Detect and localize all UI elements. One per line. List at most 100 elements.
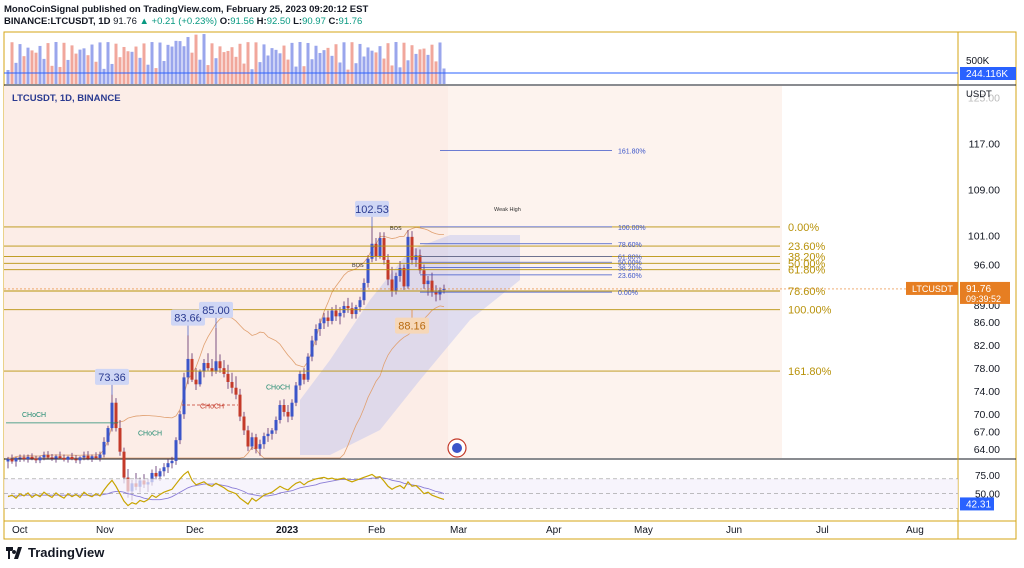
symbol-tag-label: LTCUSDT xyxy=(912,284,953,294)
publish-line: MonoCoinSignal published on TradingView.… xyxy=(4,4,368,16)
candle-body xyxy=(166,463,170,468)
volume-bar xyxy=(222,52,226,84)
candle-body xyxy=(262,436,266,445)
candle-body xyxy=(206,362,210,369)
volume-bar xyxy=(118,57,122,84)
fib-level-label-large: 23.60% xyxy=(788,241,826,253)
volume-bar xyxy=(410,45,414,84)
candle-body xyxy=(354,307,358,315)
candle-body xyxy=(114,402,118,429)
structure-annotation: CHoCH xyxy=(138,431,162,438)
economic-event-icon-inner xyxy=(452,443,462,453)
candle-body xyxy=(306,356,310,380)
candle-body xyxy=(26,456,30,460)
fib-level-label-large: 0.00% xyxy=(788,222,819,234)
candle-body xyxy=(154,472,158,477)
volume-bar xyxy=(406,60,410,84)
volume-bar xyxy=(46,43,50,84)
volume-bar xyxy=(442,68,446,84)
candle-body xyxy=(266,433,270,437)
volume-bar xyxy=(214,58,218,84)
volume-bar xyxy=(62,42,66,84)
candle-body xyxy=(158,471,162,477)
volume-bar xyxy=(138,57,142,84)
price-callout-box xyxy=(355,200,389,217)
candle-body xyxy=(110,402,114,429)
rsi-line xyxy=(7,470,445,507)
tradingview-logo[interactable]: TradingView xyxy=(6,545,104,560)
volume-bar xyxy=(190,52,194,84)
candle-body xyxy=(230,381,234,388)
structure-annotation: Weak High xyxy=(494,207,521,213)
candle-body xyxy=(34,458,38,461)
candle-body xyxy=(270,430,274,434)
fib-level-label-small: 161.80% xyxy=(618,148,646,155)
price-axis-tick: 109.00 xyxy=(968,185,1000,197)
time-axis-label: Aug xyxy=(906,525,924,536)
candle-body xyxy=(290,402,294,417)
volume-bar xyxy=(366,47,370,84)
fib-level-label-large: 61.80% xyxy=(788,265,826,277)
price-axis-tick: 117.00 xyxy=(969,139,1000,151)
logo-text: TradingView xyxy=(28,545,105,560)
candle-body xyxy=(194,379,198,385)
volume-bar xyxy=(66,59,70,84)
rsi-axis-tick: 50.00 xyxy=(975,490,1000,501)
volume-bar xyxy=(166,44,170,84)
volume-bar xyxy=(374,52,378,84)
time-axis-label: Dec xyxy=(186,525,204,536)
candle-body xyxy=(202,362,206,372)
volume-bar xyxy=(194,34,198,84)
volume-bar xyxy=(18,44,22,84)
price-callout-label: 102.53 xyxy=(355,204,389,216)
time-axis-label: Feb xyxy=(368,525,386,536)
structure-annotation: CHoCH xyxy=(22,412,46,419)
pane-symbol-label: LTCUSDT, 1D, BINANCE xyxy=(12,93,121,104)
volume-bar xyxy=(334,44,338,84)
history-shade xyxy=(4,86,448,458)
volume-bar xyxy=(102,68,106,84)
volume-bar xyxy=(242,63,246,84)
volume-bar xyxy=(34,52,38,84)
volume-bar xyxy=(50,65,54,84)
structure-annotation: CHoCH xyxy=(266,384,290,391)
volume-bar xyxy=(130,51,134,84)
candle-body xyxy=(414,255,418,260)
price-callout-box xyxy=(95,368,129,385)
volume-bar xyxy=(322,50,326,84)
volume-bar xyxy=(278,53,282,84)
volume-bar xyxy=(146,64,150,84)
price-axis-tick: 82.00 xyxy=(974,340,1000,352)
time-axis-label: Apr xyxy=(546,525,562,536)
price-axis-tick: 78.00 xyxy=(974,363,1000,375)
volume-bar xyxy=(254,42,258,84)
volume-bar xyxy=(38,45,42,84)
volume-bar xyxy=(390,65,394,84)
candle-body xyxy=(94,456,98,458)
candle-body xyxy=(318,323,322,330)
candle-body xyxy=(254,437,258,449)
fib-level-label-large: 50.00% xyxy=(788,258,826,270)
candle-body xyxy=(374,243,378,257)
candle-body xyxy=(426,280,430,285)
price-callout-box xyxy=(171,309,205,326)
candle-body xyxy=(98,454,102,458)
volume-bar xyxy=(218,46,222,84)
ohlc-line: BINANCE:LTCUSDT, 1D 91.76 ▲ +0.21 (+0.23… xyxy=(4,16,362,28)
price-callout-label: 85.00 xyxy=(202,305,230,317)
candle-body xyxy=(10,459,14,462)
volume-tag-value: 244.116K xyxy=(966,69,1008,80)
fib-level-label-large: 100.00% xyxy=(788,305,832,317)
volume-bar xyxy=(350,42,354,84)
low-value: 90.97 xyxy=(302,16,326,27)
volume-bar xyxy=(74,53,78,84)
volume-axis-label: 500K xyxy=(966,56,990,67)
candle-body xyxy=(366,258,370,283)
candle-body xyxy=(350,308,354,315)
candle-body xyxy=(358,300,362,308)
candle-body xyxy=(234,387,238,395)
price-axis-tick: 86.00 xyxy=(974,317,1000,329)
volume-bar xyxy=(270,48,274,84)
candle-body xyxy=(78,457,82,461)
